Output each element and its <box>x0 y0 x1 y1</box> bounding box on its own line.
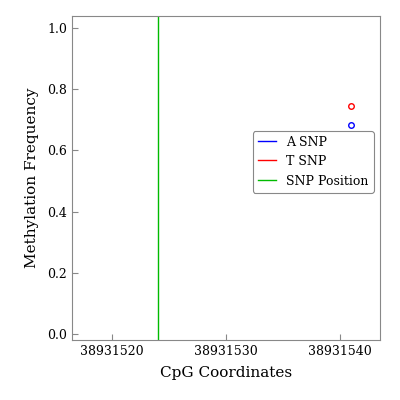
Y-axis label: Methylation Frequency: Methylation Frequency <box>25 88 39 268</box>
X-axis label: CpG Coordinates: CpG Coordinates <box>160 366 292 380</box>
Legend: A SNP, T SNP, SNP Position: A SNP, T SNP, SNP Position <box>253 131 374 192</box>
